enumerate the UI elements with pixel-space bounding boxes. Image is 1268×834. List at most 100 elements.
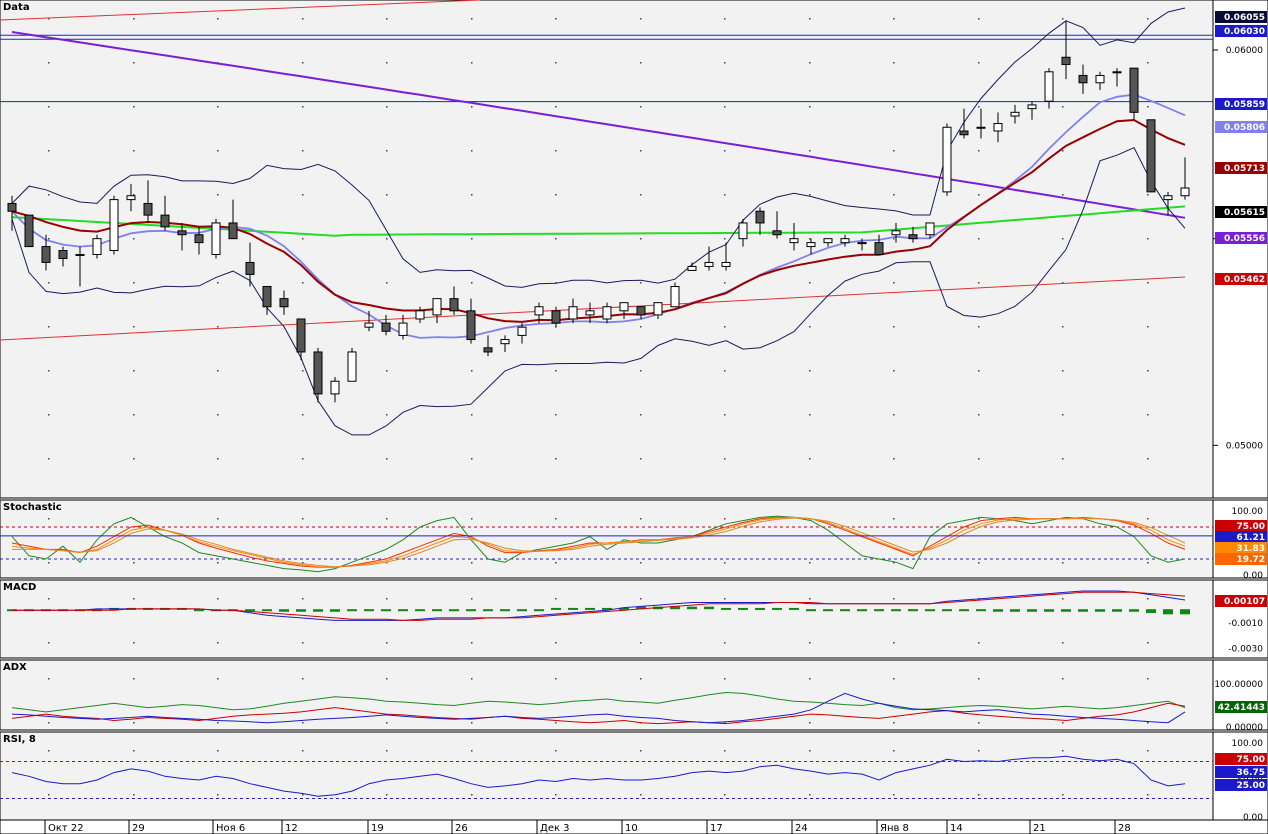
- candle: [177, 222, 187, 251]
- candle-body: [262, 286, 272, 308]
- candle: [364, 310, 374, 332]
- macd-histogram-bar: [772, 607, 782, 610]
- macd-histogram-bar: [823, 609, 833, 612]
- adx-series-line: [11, 692, 1186, 724]
- candle: [1078, 64, 1088, 94]
- macd-histogram-bar: [1027, 609, 1037, 612]
- macd-histogram-bar: [704, 606, 714, 610]
- candle-body: [619, 302, 629, 312]
- candle: [432, 298, 442, 324]
- date-label: 21: [1033, 823, 1046, 834]
- price-tag-bg: [1215, 162, 1267, 174]
- rsi-value-tag-bg: [1215, 753, 1267, 765]
- candle: [330, 377, 340, 403]
- price-tag-label: 0.05859: [1224, 100, 1265, 110]
- price-tick-label: 0.05000: [1226, 441, 1263, 451]
- macd-histogram-bar: [245, 609, 255, 612]
- candle: [296, 318, 306, 361]
- date-label: Окт 22: [48, 823, 84, 834]
- candle-body: [194, 234, 204, 244]
- macd-value-tag-bg: [1215, 595, 1267, 607]
- candle: [1044, 68, 1054, 109]
- candle-body: [415, 310, 425, 320]
- stochastic-tick-label: 0.00: [1243, 571, 1263, 581]
- candle: [381, 314, 391, 336]
- macd-histogram-bar: [908, 609, 918, 612]
- macd-histogram-bar: [1095, 609, 1105, 612]
- candle-body: [449, 298, 459, 312]
- date-label: Ноя 6: [216, 823, 245, 834]
- candle: [228, 199, 238, 240]
- macd-histogram-bar: [313, 609, 323, 612]
- bollinger-upper-line: [11, 7, 1186, 288]
- candle-body: [1010, 111, 1020, 117]
- candle-body: [1078, 74, 1088, 84]
- candle-body: [874, 242, 884, 255]
- candle-body: [1146, 119, 1156, 193]
- candle-body: [330, 380, 340, 395]
- candle-body: [143, 202, 153, 216]
- candle: [194, 226, 204, 255]
- adx-tick-label: 100.00000: [1214, 680, 1263, 690]
- candle-body: [568, 306, 578, 320]
- stochastic-value-tag-bg: [1215, 531, 1267, 543]
- candle-body: [1180, 187, 1190, 197]
- date-label: 29: [132, 823, 145, 834]
- candle: [313, 347, 323, 403]
- price-tag-bg: [1215, 273, 1267, 285]
- candle-body: [211, 222, 221, 255]
- rsi-tick-label: 0.00: [1243, 813, 1263, 823]
- adx-value-tag-bg: [1215, 701, 1267, 713]
- candle-body: [500, 339, 510, 345]
- candle-body: [41, 246, 51, 263]
- macd-histogram-bar: [432, 609, 442, 612]
- macd-histogram-bar: [1129, 609, 1139, 612]
- rsi-panel-title: RSI, 8: [3, 734, 36, 745]
- candle-body: [160, 214, 170, 228]
- candle-body: [993, 123, 1003, 132]
- candle-body: [1044, 71, 1054, 102]
- candle: [772, 211, 782, 239]
- stochastic-value-tag-bg: [1215, 542, 1267, 554]
- trend-line-lower: [0, 276, 1186, 341]
- rsi-panel-bg: [0, 731, 1214, 821]
- stochastic-value-tag-bg: [1215, 520, 1267, 532]
- candle-body: [942, 126, 952, 193]
- macd-histogram-bar: [1112, 609, 1122, 612]
- price-tag-label: 0.05462: [1224, 275, 1265, 285]
- candle: [449, 286, 459, 315]
- candle: [585, 302, 595, 324]
- stochastic-series-line: [11, 516, 1186, 568]
- macd-histogram-bar: [330, 609, 340, 612]
- candle-body: [347, 351, 357, 382]
- candle-body: [177, 230, 187, 236]
- macd-histogram-bar: [891, 609, 901, 612]
- macd-histogram-bar: [585, 607, 595, 610]
- adx-value-tag-label: 42.41443: [1218, 703, 1265, 713]
- macd-histogram-bar: [1180, 609, 1190, 615]
- candle: [126, 184, 136, 212]
- candle: [653, 302, 663, 319]
- price-tag-bg: [1215, 25, 1267, 37]
- candle-body: [823, 238, 833, 244]
- rsi-value-tag-label: 25.00: [1237, 781, 1265, 791]
- candle: [41, 234, 51, 271]
- date-label: 14: [950, 823, 963, 834]
- candle-body: [313, 351, 323, 395]
- date-label: 28: [1118, 823, 1131, 834]
- candle: [211, 219, 221, 259]
- macd-histogram-bar: [857, 609, 867, 612]
- candle-body: [891, 230, 901, 236]
- candle-body: [398, 322, 408, 336]
- macd-histogram-bar: [500, 609, 510, 612]
- macd-histogram-bar: [534, 609, 544, 612]
- macd-histogram-bar: [1146, 609, 1156, 614]
- candle-body: [432, 298, 442, 316]
- ma-green-line: [11, 205, 1186, 237]
- candle-body: [585, 310, 595, 316]
- macd-histogram-bar: [840, 609, 850, 612]
- ma-red-line: [11, 118, 1186, 323]
- price-tag-label: 0.05806: [1224, 123, 1265, 133]
- macd-histogram-bar: [517, 609, 527, 612]
- candle-body: [58, 250, 68, 259]
